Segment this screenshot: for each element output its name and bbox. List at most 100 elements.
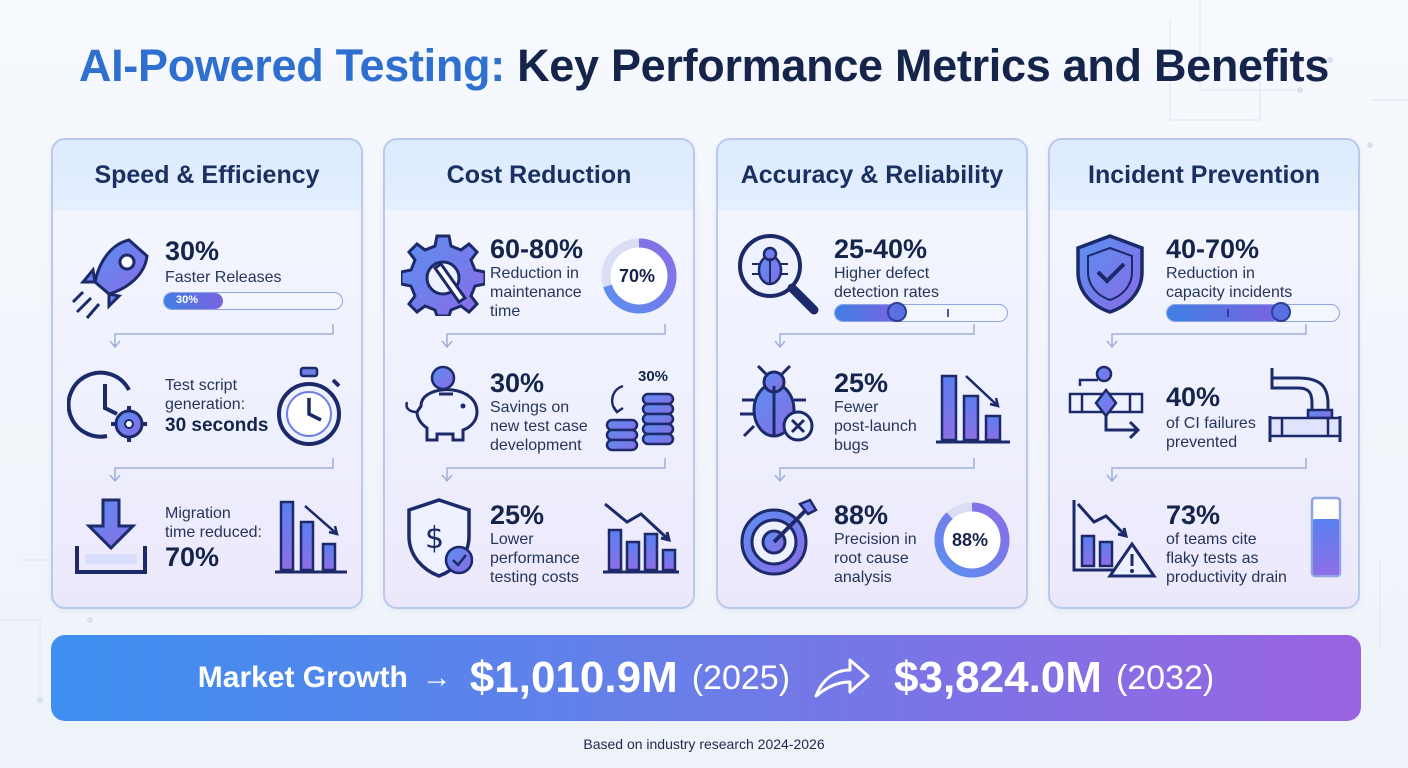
bug-magnifier-icon <box>738 234 819 315</box>
metric-text: Precision in root cause analysis <box>834 531 917 586</box>
metric-value: 40% <box>1166 382 1221 412</box>
flow-connector <box>1106 324 1307 349</box>
card-heading: Incident Prevention <box>1050 140 1358 210</box>
flow-connector <box>109 324 334 349</box>
title-rest: Key Performance Metrics and Benefits <box>504 40 1330 91</box>
curved-arrow-icon <box>814 658 870 698</box>
metric-row: 25-40% Higher defect detection rates <box>718 224 1026 344</box>
metric-text: Fewer post-launch bugs <box>834 399 917 454</box>
metric-text: Reduction in capacity incidents <box>1166 265 1293 301</box>
piggy-bank-icon <box>405 365 479 442</box>
gear-wrench-icon <box>401 234 485 316</box>
target-arrow-icon <box>740 498 818 576</box>
flow-connector <box>441 324 666 349</box>
metric-value: 40-70% <box>1166 234 1260 264</box>
metric-text: Savings on new test case development <box>490 399 588 454</box>
metric-value: 25-40% <box>834 234 928 264</box>
rocket-icon <box>71 238 149 319</box>
metric-row: $ 25% Lower performance testing costs <box>385 490 693 607</box>
metric-value: 30% <box>490 368 545 398</box>
slider-bar <box>834 302 1008 322</box>
metric-value: 25% <box>834 368 889 398</box>
slider-knob <box>1271 302 1291 322</box>
metric-text: Lower performance testing costs <box>490 531 580 586</box>
shield-check-icon <box>1076 234 1144 314</box>
slider-tick <box>947 309 949 317</box>
pipeline-icon <box>1068 365 1144 440</box>
metric-row: 30% Savings on new test case development… <box>385 358 693 478</box>
metric-text: Faster Releases <box>165 269 282 286</box>
slider-knob <box>887 302 907 322</box>
metric-text: of CI failures prevented <box>1166 415 1256 451</box>
metric-value: 60-80% <box>490 234 584 264</box>
clock-gear-icon <box>67 370 147 442</box>
card-heading: Cost Reduction <box>385 140 693 210</box>
metric-row: 30% Faster Releases 30% <box>53 224 361 344</box>
progress-label: 30% <box>176 294 199 306</box>
progress-ring <box>601 238 677 314</box>
stopwatch-icon <box>277 366 341 446</box>
declining-bar-chart-icon <box>275 500 347 574</box>
metric-value: 30% <box>165 236 220 266</box>
bug-x-icon <box>740 364 814 442</box>
market-value-start: $1,010.9M <box>469 653 678 702</box>
flow-connector <box>1106 458 1307 483</box>
metric-row: 60-80% Reduction in maintenance time 70% <box>385 224 693 344</box>
market-growth-banner: Market Growth → $1,010.9M (2025) $3,824.… <box>51 635 1361 721</box>
market-value-end: $3,824.0M <box>894 653 1102 702</box>
metric-value: 25% <box>490 500 545 530</box>
flow-connector <box>774 324 975 349</box>
metric-text: Test script generation: <box>165 377 246 413</box>
metric-text: of teams cite flaky tests as productivit… <box>1166 531 1287 586</box>
card-accuracy-reliability: Accuracy & Reliability 25-40% Higher def… <box>716 138 1028 609</box>
card-speed-efficiency: Speed & Efficiency 30% Faster Releases 3… <box>51 138 363 609</box>
metric-row: 40% of CI failures prevented <box>1050 358 1358 478</box>
card-heading: Accuracy & Reliability <box>718 140 1026 210</box>
source-note: Based on industry research 2024-2026 <box>583 736 825 752</box>
metric-strong: 30 seconds <box>165 415 269 436</box>
arrow-right-icon: → <box>421 661 452 694</box>
declining-bar-chart-icon <box>603 502 679 574</box>
coin-stacks-icon <box>605 384 675 452</box>
market-label: Market Growth <box>197 661 408 694</box>
ring-label: 70% <box>619 266 656 286</box>
metric-row: 25% Fewer post-launch bugs <box>718 358 1026 478</box>
metric-text: Higher defect detection rates <box>834 265 939 301</box>
market-year-end: (2032) <box>1115 658 1215 697</box>
slider-bar <box>1166 302 1340 322</box>
download-tray-icon <box>75 498 147 574</box>
market-year-start: (2025) <box>691 658 791 697</box>
metric-row: 40-70% Reduction in capacity incidents <box>1050 224 1358 344</box>
slider-fill <box>835 305 899 321</box>
side-label: 30% <box>638 368 669 385</box>
svg-text:$: $ <box>425 521 444 556</box>
metric-row: 88% Precision in root cause analysis 88% <box>718 490 1026 607</box>
ring-label: 88% <box>952 530 989 550</box>
page-title: AI-Powered Testing: Key Performance Metr… <box>0 40 1408 92</box>
progress-fill <box>164 293 223 309</box>
metric-text: Reduction in maintenance time <box>490 265 582 320</box>
flow-connector <box>109 458 334 483</box>
tube-level-icon <box>1310 496 1342 578</box>
flow-connector <box>441 458 666 483</box>
metric-row: Test script generation: 30 seconds <box>53 358 361 478</box>
pipe-icon <box>1268 368 1342 442</box>
card-heading: Speed & Efficiency <box>53 140 361 210</box>
metric-row: Migration time reduced: 70% <box>53 490 361 607</box>
slider-fill <box>1167 305 1281 321</box>
title-accent: AI-Powered Testing: <box>78 40 505 91</box>
metric-text: Migration time reduced: <box>165 505 262 541</box>
declining-bar-chart-icon <box>936 374 1010 444</box>
card-incident-prevention: Incident Prevention 40-70% Reduction in … <box>1048 138 1360 609</box>
metric-row: 73% of teams cite flaky tests as product… <box>1050 490 1358 607</box>
shield-dollar-icon: $ <box>407 498 474 578</box>
flow-connector <box>774 458 975 483</box>
chart-warning-icon <box>1072 500 1157 578</box>
slider-tick <box>1227 309 1229 317</box>
progress-ring <box>934 502 1010 578</box>
metric-strong: 70% <box>165 542 220 572</box>
card-cost-reduction: Cost Reduction 60-80% Reduction in maint… <box>383 138 695 609</box>
progress-bar: 30% <box>163 292 343 310</box>
metric-value: 88% <box>834 500 889 530</box>
metric-value: 73% <box>1166 500 1221 530</box>
